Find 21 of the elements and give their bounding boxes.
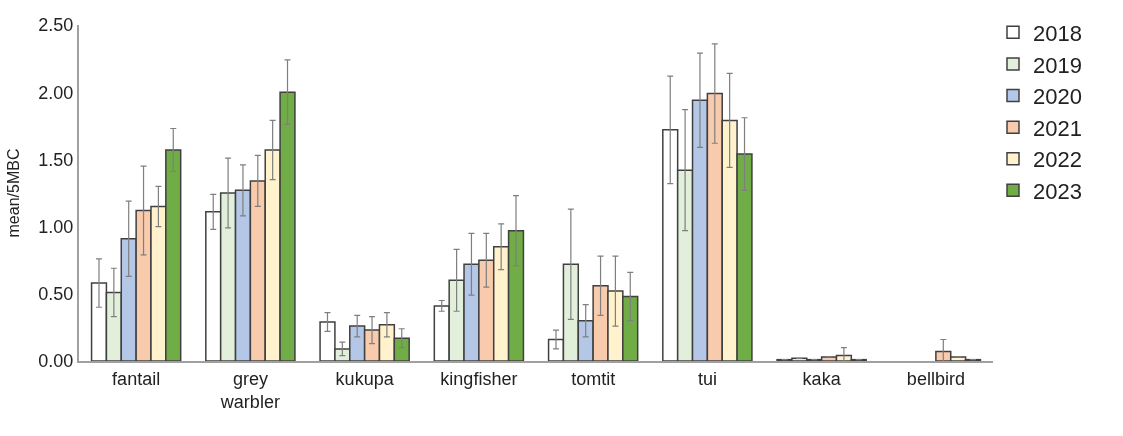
x-tick-label: grey warbler [219, 368, 280, 412]
legend-label: 2019 [1033, 52, 1082, 78]
x-tick-label: bellbird [906, 368, 965, 389]
y-tick-label: 2.50 [38, 15, 74, 36]
y-tick-label: 2.00 [38, 82, 74, 103]
x-tick-label: kaka [802, 368, 842, 389]
x-tick-label: kukupa [335, 368, 395, 389]
legend-label: 2022 [1033, 147, 1082, 173]
legend-label: 2023 [1033, 178, 1082, 204]
legend-label: 2020 [1033, 84, 1082, 110]
x-tick-label: fantail [112, 368, 161, 389]
y-tick-label: 1.50 [38, 149, 74, 170]
y-axis-title: mean/5MBC [4, 148, 22, 238]
x-tick-label: tui [697, 368, 717, 389]
x-tick-label: tomtit [571, 368, 616, 389]
y-tick-label: 1.00 [38, 216, 74, 237]
y-tick-label: 0.50 [38, 284, 74, 305]
legend-label: 2021 [1033, 115, 1082, 141]
legend-label: 2018 [1033, 20, 1082, 46]
x-tick-label: kingfisher [440, 368, 518, 389]
y-tick-label: 0.00 [38, 351, 74, 372]
